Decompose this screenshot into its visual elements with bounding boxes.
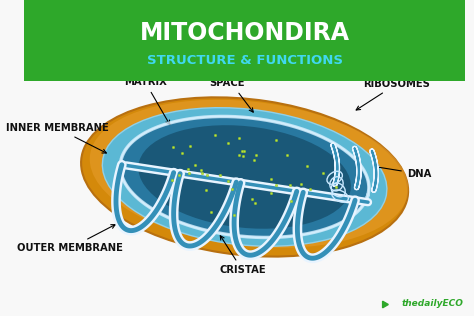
- FancyBboxPatch shape: [24, 0, 465, 81]
- Text: RIBOSOMES: RIBOSOMES: [356, 79, 430, 110]
- Ellipse shape: [138, 125, 351, 229]
- Text: MATRIX: MATRIX: [124, 77, 170, 125]
- Ellipse shape: [90, 100, 408, 248]
- Ellipse shape: [102, 108, 387, 246]
- Ellipse shape: [81, 97, 408, 257]
- Text: INNER MEMBRANE: INNER MEMBRANE: [6, 123, 109, 153]
- Text: OUTER MEMBRANE: OUTER MEMBRANE: [17, 225, 123, 253]
- Text: STRUCTURE & FUNCTIONS: STRUCTURE & FUNCTIONS: [146, 54, 343, 67]
- Ellipse shape: [120, 116, 369, 238]
- Text: DNA: DNA: [374, 165, 431, 179]
- Text: thedailyECO: thedailyECO: [401, 300, 463, 308]
- Text: MITOCHONDIRA: MITOCHONDIRA: [140, 21, 350, 45]
- Text: INTERMEMBRANE
SPACE: INTERMEMBRANE SPACE: [178, 67, 276, 112]
- Text: CRISTAE: CRISTAE: [219, 236, 266, 275]
